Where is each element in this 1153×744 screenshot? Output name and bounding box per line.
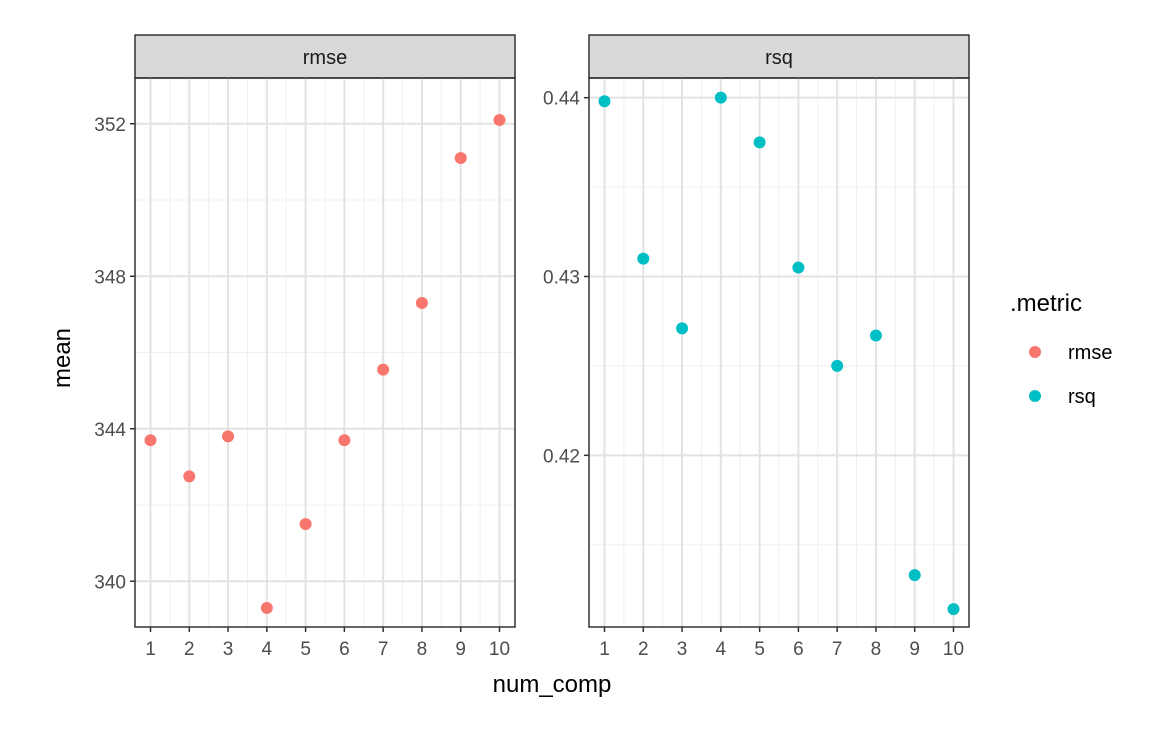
data-point-rsq <box>598 95 611 108</box>
x-tick-label: 2 <box>184 639 195 660</box>
panel-rsq: rsq 0.42 0.43 0.44 1 2 3 4 5 6 7 8 9 10 <box>543 34 970 660</box>
x-tick-label: 8 <box>871 639 882 660</box>
data-point-rmse <box>222 430 235 443</box>
x-tick-label: 5 <box>300 639 311 660</box>
grid-rsq <box>589 78 969 627</box>
data-point-rmse <box>338 434 351 447</box>
data-point-rsq <box>869 329 882 342</box>
data-point-rsq <box>831 359 844 372</box>
x-axis-title: num_comp <box>493 671 612 698</box>
legend-key-rmse <box>1029 346 1041 358</box>
y-tick-label: 344 <box>94 420 126 441</box>
legend: .metric rmse rsq <box>1010 290 1112 408</box>
y-tick-label: 340 <box>94 572 126 593</box>
x-tick-label: 9 <box>455 639 466 660</box>
strip-rmse <box>134 34 516 79</box>
x-tick-label: 8 <box>417 639 428 660</box>
panel-border-rsq <box>588 77 970 628</box>
panel-rmse: rmse 340 344 348 352 1 2 3 4 5 6 7 8 9 10 <box>94 34 516 660</box>
data-point-rsq <box>753 136 766 149</box>
strip-rsq <box>588 34 970 79</box>
y-tick-label: 352 <box>94 115 126 136</box>
x-tick-label: 3 <box>223 639 234 660</box>
points-rmse <box>144 113 506 614</box>
data-point-rmse <box>415 296 428 309</box>
x-tick-label: 3 <box>677 639 688 660</box>
y-tick-label: 348 <box>94 267 126 288</box>
data-point-rmse <box>144 434 157 447</box>
legend-key-rsq <box>1029 390 1041 402</box>
x-tick-label: 6 <box>339 639 350 660</box>
x-tick-label: 10 <box>943 639 964 660</box>
legend-label-rsq: rsq <box>1068 386 1096 408</box>
x-tick-label: 7 <box>832 639 843 660</box>
data-point-rmse <box>454 152 467 165</box>
x-tick-label: 5 <box>754 639 765 660</box>
y-tick-label: 0.44 <box>543 89 580 110</box>
data-point-rsq <box>792 261 805 274</box>
data-point-rsq <box>714 91 727 104</box>
y-axis-rmse: 340 344 348 352 <box>94 115 135 593</box>
x-tick-label: 10 <box>489 639 510 660</box>
data-point-rmse <box>299 518 312 531</box>
points-rsq <box>598 91 960 616</box>
x-tick-label: 4 <box>262 639 273 660</box>
y-axis-rsq: 0.42 0.43 0.44 <box>543 89 589 467</box>
x-tick-label: 4 <box>716 639 727 660</box>
x-tick-label: 9 <box>909 639 920 660</box>
y-tick-label: 0.43 <box>543 267 580 288</box>
data-point-rmse <box>260 601 273 614</box>
x-tick-label: 7 <box>378 639 389 660</box>
y-axis-title: mean <box>49 328 76 388</box>
x-axis-rsq: 1 2 3 4 5 6 7 8 9 10 <box>599 627 964 660</box>
data-point-rsq <box>637 252 650 265</box>
y-tick-label: 0.42 <box>543 446 580 467</box>
x-tick-label: 1 <box>145 639 156 660</box>
x-tick-label: 1 <box>599 639 610 660</box>
data-point-rsq <box>947 603 960 616</box>
legend-title: .metric <box>1010 290 1082 317</box>
strip-label-rsq: rsq <box>765 47 793 69</box>
data-point-rmse <box>377 363 390 376</box>
grid-rmse <box>135 78 515 627</box>
x-tick-label: 6 <box>793 639 804 660</box>
legend-label-rmse: rmse <box>1068 342 1112 364</box>
data-point-rsq <box>676 322 689 335</box>
x-axis-rmse: 1 2 3 4 5 6 7 8 9 10 <box>145 627 510 660</box>
strip-label-rmse: rmse <box>303 47 347 69</box>
data-point-rmse <box>493 113 506 126</box>
x-tick-label: 2 <box>638 639 649 660</box>
data-point-rsq <box>908 569 921 582</box>
panel-border-rmse <box>134 77 516 628</box>
data-point-rmse <box>183 470 196 483</box>
